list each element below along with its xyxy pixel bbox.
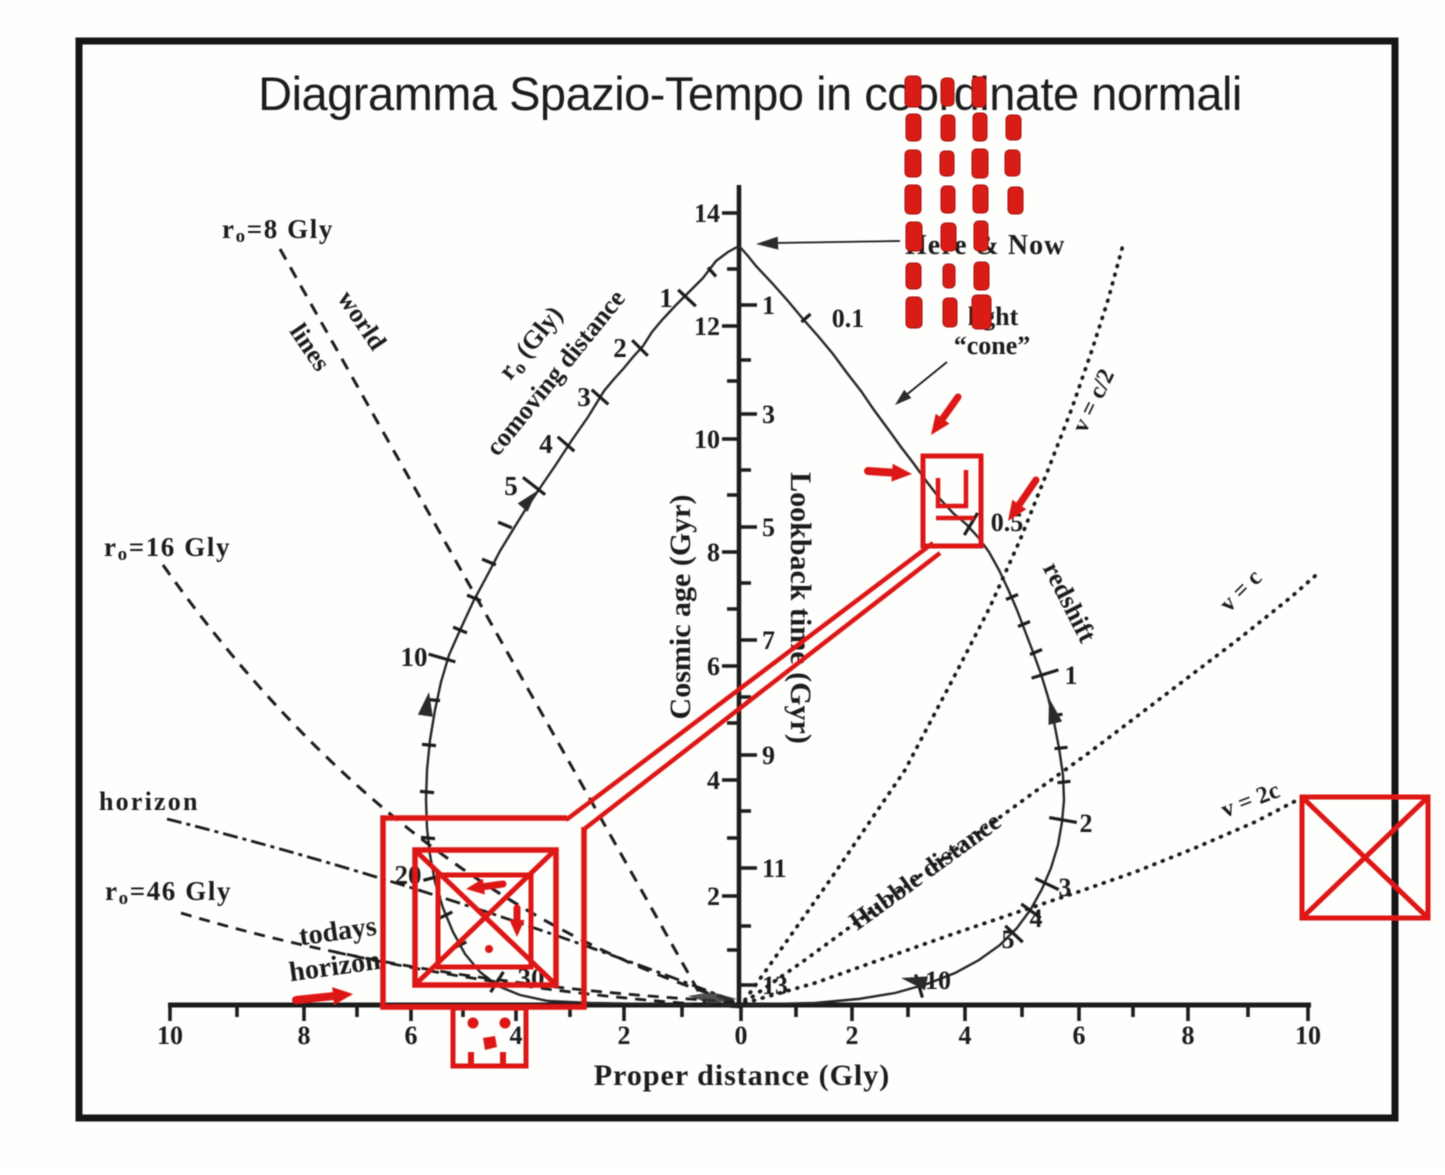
svg-text:5: 5	[504, 471, 518, 501]
svg-text:Lookback time (Gyr): Lookback time (Gyr)	[784, 472, 817, 744]
svg-text:5: 5	[762, 513, 775, 542]
svg-text:2: 2	[613, 333, 627, 363]
svg-text:4: 4	[959, 1021, 972, 1050]
svg-text:4: 4	[707, 766, 720, 795]
svg-text:4: 4	[1030, 904, 1043, 933]
svg-text:0.1: 0.1	[832, 304, 865, 333]
svg-text:12: 12	[694, 312, 720, 341]
svg-text:8: 8	[298, 1021, 311, 1050]
svg-text:4: 4	[510, 1021, 523, 1050]
svg-text:1: 1	[1065, 661, 1078, 690]
svg-text:10: 10	[157, 1021, 183, 1050]
svg-text:2: 2	[1080, 809, 1093, 838]
svg-text:2: 2	[846, 1021, 859, 1050]
svg-text:11: 11	[762, 854, 787, 883]
svg-text:9: 9	[762, 741, 775, 770]
svg-text:8: 8	[1182, 1021, 1195, 1050]
svg-text:horizon: horizon	[99, 787, 200, 816]
svg-text:6: 6	[707, 652, 720, 681]
svg-text:2: 2	[618, 1021, 631, 1050]
svg-text:“cone”: “cone”	[954, 331, 1031, 360]
svg-text:1: 1	[762, 291, 775, 320]
svg-text:7: 7	[762, 626, 775, 655]
svg-text:3: 3	[762, 400, 775, 429]
svg-text:10: 10	[401, 642, 428, 672]
svg-text:8: 8	[707, 538, 720, 567]
svg-text:Cosmic age (Gyr): Cosmic age (Gyr)	[664, 495, 697, 720]
svg-text:6: 6	[1073, 1021, 1086, 1050]
svg-text:0: 0	[735, 1021, 748, 1050]
svg-text:14: 14	[694, 199, 720, 228]
svg-text:Diagramma Spazio-Tempo in coor: Diagramma Spazio-Tempo in coordinate nor…	[258, 67, 1242, 120]
svg-text:2: 2	[707, 882, 720, 911]
svg-text:1: 1	[659, 283, 673, 313]
svg-text:10: 10	[925, 966, 951, 995]
svg-text:4: 4	[539, 429, 553, 459]
svg-text:10: 10	[1295, 1021, 1321, 1050]
svg-text:Proper distance (Gly): Proper distance (Gly)	[594, 1059, 891, 1092]
svg-text:10: 10	[694, 425, 720, 454]
svg-text:3: 3	[577, 382, 591, 412]
svg-text:5: 5	[1002, 925, 1015, 954]
svg-text:6: 6	[405, 1021, 418, 1050]
